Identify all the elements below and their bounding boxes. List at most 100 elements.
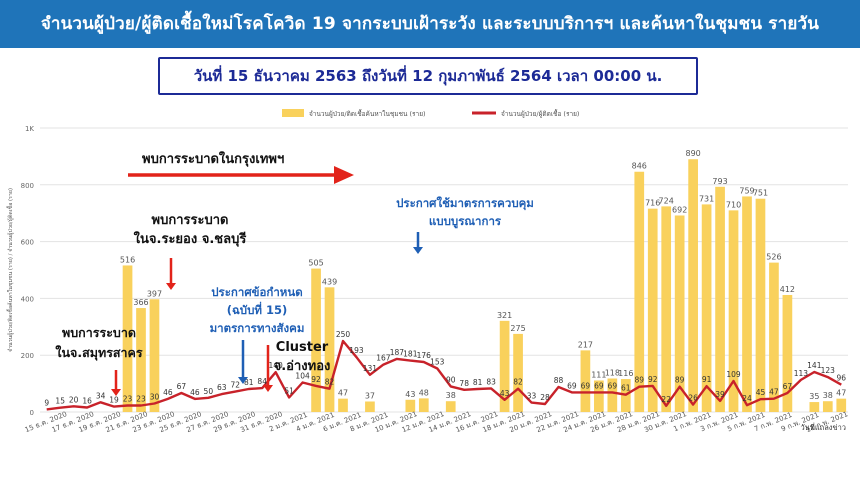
bar <box>701 204 712 412</box>
line-data-label: 34 <box>96 391 106 400</box>
bar-data-label: 731 <box>699 194 714 203</box>
x-axis-title: วันที่แถลงข่าว <box>801 422 846 432</box>
line-data-label: 33 <box>527 392 537 401</box>
line-data-label: 92 <box>311 375 321 384</box>
annotation-angthong-line1: Cluster <box>276 340 329 355</box>
legend-label-bar: จำนวนผู้ป่วย/ติดเชื้อค้นหาในชุมชน (ราย) <box>309 109 426 118</box>
bar-data-label: 37 <box>365 391 375 400</box>
chart-title: จำนวนผู้ป่วย/ผู้ติดเชื้อใหม่โรคโควิด 19 … <box>40 14 820 34</box>
bar-data-label: 366 <box>133 298 148 307</box>
annotation-bangkok: พบการระบาดในกรุงเทพฯ <box>142 150 284 167</box>
line-data-label: 20 <box>69 395 79 404</box>
legend-swatch-bar <box>282 109 304 117</box>
bar <box>728 210 739 412</box>
bar <box>769 262 779 412</box>
bar <box>418 398 429 412</box>
line-data-label: 69 <box>608 381 618 390</box>
line-data-label: 81 <box>244 378 254 387</box>
bar-data-label: 516 <box>120 255 135 264</box>
bar-data-label: 397 <box>147 289 162 298</box>
bar <box>809 402 820 412</box>
line-data-label: 109 <box>726 370 741 379</box>
title-banner: จำนวนผู้ป่วย/ผู้ติดเชื้อใหม่โรคโควิด 19 … <box>0 0 860 48</box>
annotation-samutsakhon-line1: พบการระบาด <box>62 325 136 340</box>
bar <box>324 287 335 412</box>
bar <box>594 380 604 412</box>
bar <box>136 308 146 412</box>
bar-data-label: 710 <box>726 200 741 209</box>
line-data-label: 84 <box>257 377 267 386</box>
line-data-label: 46 <box>163 388 173 397</box>
bar-data-label: 116 <box>618 369 633 378</box>
bar-data-label: 716 <box>645 199 660 208</box>
y-tick-label: 200 <box>21 352 34 360</box>
series-line <box>46 339 842 411</box>
bar-data-label: 35 <box>809 392 819 401</box>
bar-data-label: 751 <box>753 189 768 198</box>
annotation-rayong-arrow-head <box>166 283 176 290</box>
bar-data-label: 439 <box>322 277 337 286</box>
line-data-label: 131 <box>363 364 378 373</box>
y-tick-label: 600 <box>21 239 34 247</box>
y-tick-label: 400 <box>21 295 34 303</box>
bar <box>445 401 456 412</box>
bar <box>311 268 321 412</box>
bar <box>661 206 672 412</box>
line-data-label: 187 <box>390 348 405 357</box>
legend-label-line: จำนวนผู้ป่วย/ผู้ติดเชื้อ (ราย) <box>501 109 579 118</box>
line-data-label: 15 <box>55 397 65 406</box>
line-data-label: 113 <box>794 369 809 378</box>
line-data-label: 104 <box>295 371 310 380</box>
line-data-label: 167 <box>376 354 391 363</box>
line-data-label: 141 <box>807 361 822 370</box>
line-data-label: 69 <box>594 381 604 390</box>
annotation-integrated-line2: แบบบูรณาการ <box>429 214 502 229</box>
bar <box>149 299 160 412</box>
bar-data-label: 890 <box>685 149 700 158</box>
line-data-label: 89 <box>675 376 685 385</box>
line-data-label: 250 <box>336 330 351 339</box>
bar-data-label: 846 <box>632 162 647 171</box>
line-data-label: 46 <box>190 388 200 397</box>
bar <box>122 265 133 412</box>
bar-data-label: 692 <box>672 205 687 214</box>
bar-data-label: 43 <box>405 390 415 399</box>
annotation-rayong-line1: พบการระบาด <box>152 213 229 228</box>
line-data-label: 67 <box>177 382 187 391</box>
line-data-label: 23 <box>136 394 146 403</box>
bar-data-label: 111 <box>591 370 606 379</box>
bar-data-label: 38 <box>823 391 833 400</box>
bar-data-label: 217 <box>578 340 593 349</box>
bar <box>715 186 725 412</box>
bar-data-label: 47 <box>836 389 846 398</box>
annotation-angthong-arrow-head <box>263 385 273 392</box>
line-data-label: 67 <box>783 382 793 391</box>
bar <box>822 401 833 412</box>
line-data-label: 82 <box>325 378 335 387</box>
line-data-label: 45 <box>756 388 766 397</box>
line-data-label: 28 <box>540 393 550 402</box>
line-data-label: 140 <box>269 361 284 370</box>
line-data-label: 90 <box>446 375 456 384</box>
annotation-bangkok-arrow-head <box>334 166 354 184</box>
annotation-regulation-line3: มาตรการทางสังคม <box>210 321 305 335</box>
date-range-box: วันที่ 15 ธันวาคม 2563 ถึงวันที่ 12 กุมภ… <box>158 57 698 95</box>
bar-data-label: 275 <box>510 324 525 333</box>
line-data-label: 47 <box>769 388 779 397</box>
annotation-regulation-line1: ประกาศข้อกำหนด <box>211 285 302 299</box>
line-data-label: 96 <box>836 374 846 383</box>
bar-data-label: 505 <box>308 259 323 268</box>
line-data-label: 51 <box>284 387 294 396</box>
line-data-label: 78 <box>459 379 469 388</box>
annotation-samutsakhon-line2: ในจ.สมุทรสาคร <box>55 345 143 361</box>
annotation-samutsakhon-arrow-head <box>111 389 121 396</box>
line-data-label: 88 <box>554 376 564 385</box>
bar-data-label: 526 <box>766 253 781 262</box>
line-data-label: 22 <box>661 395 671 404</box>
line-data-label: 176 <box>417 351 432 360</box>
line-data-label: 50 <box>204 387 214 396</box>
bar <box>499 320 510 412</box>
line-data-label: 69 <box>581 381 591 390</box>
bar <box>836 398 847 412</box>
